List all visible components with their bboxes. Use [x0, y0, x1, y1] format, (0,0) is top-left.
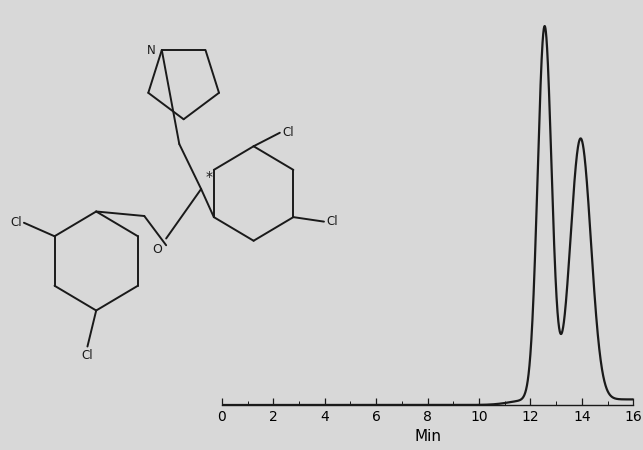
X-axis label: Min: Min	[414, 429, 441, 445]
Text: Cl: Cl	[82, 349, 93, 362]
Text: Cl: Cl	[10, 216, 22, 229]
Text: Cl: Cl	[282, 126, 294, 139]
Text: O: O	[152, 243, 162, 256]
Text: Cl: Cl	[326, 215, 338, 228]
Text: *: *	[206, 171, 212, 184]
Text: N: N	[147, 44, 155, 57]
